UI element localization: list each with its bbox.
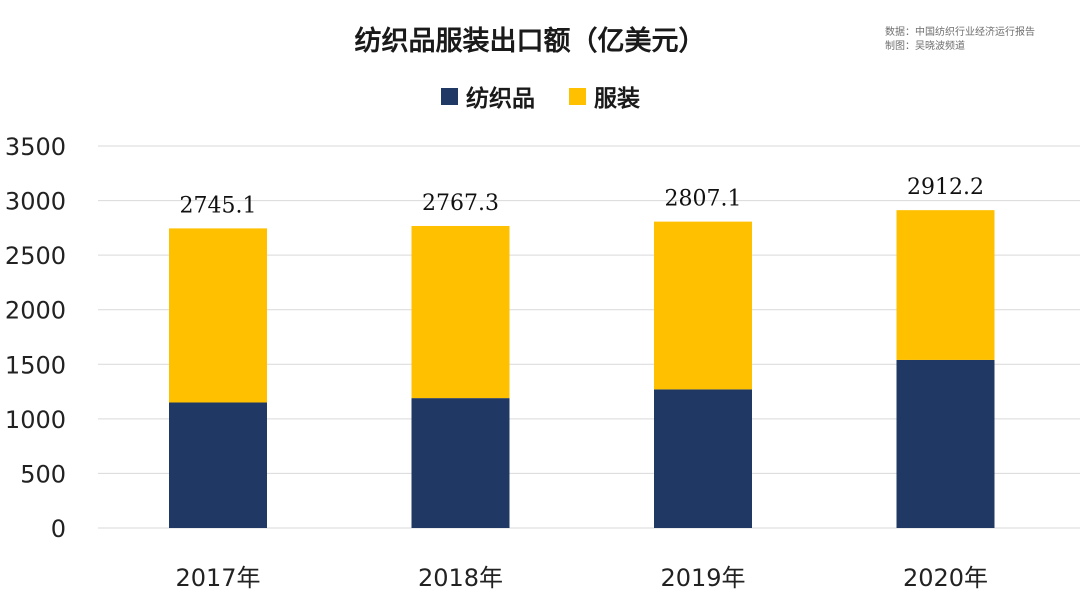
- legend-swatch-apparel: [569, 88, 586, 105]
- x-tick-label: 2019年: [660, 564, 745, 592]
- total-labels: 2745.1 2767.3 2807.1 2912.2: [180, 175, 984, 218]
- bar-textiles: [654, 389, 752, 528]
- total-label: 2745.1: [180, 193, 257, 218]
- y-tick-label: 500: [20, 460, 66, 488]
- y-tick-label: 1000: [5, 406, 66, 434]
- total-label: 2767.3: [422, 191, 499, 216]
- total-label: 2807.1: [665, 187, 742, 212]
- bars: [169, 210, 995, 528]
- total-label: 2912.2: [907, 175, 984, 200]
- legend-swatch-textiles: [441, 88, 458, 105]
- y-tick-label: 0: [51, 515, 66, 543]
- source-note: 数据：中国纺织行业经济运行报告: [885, 25, 1035, 38]
- x-tick-label: 2017年: [175, 564, 260, 592]
- y-tick-label: 1500: [5, 351, 66, 379]
- bar-textiles: [169, 402, 267, 528]
- bar-textiles: [896, 359, 995, 528]
- legend-label-apparel: 服装: [594, 86, 640, 112]
- bar-apparel: [896, 210, 995, 360]
- y-tick-label: 2500: [5, 242, 66, 270]
- y-tick-label: 2000: [5, 297, 66, 325]
- legend: 纺织品 服装: [441, 85, 640, 112]
- bar-apparel: [411, 225, 510, 399]
- bar-apparel: [169, 228, 267, 403]
- x-tick-label: 2018年: [418, 564, 503, 592]
- legend-label-textiles: 纺织品: [466, 85, 535, 112]
- x-axis-ticks: 2017年 2018年 2019年 2020年: [175, 564, 988, 592]
- y-tick-label: 3000: [5, 188, 66, 216]
- x-tick-label: 2020年: [903, 564, 988, 592]
- credit-note: 制图：吴晓波频道: [885, 39, 965, 52]
- bar-textiles: [411, 398, 510, 528]
- chart-title: 纺织品服装出口额（亿美元）: [355, 25, 706, 57]
- bar-apparel: [654, 221, 752, 390]
- y-axis-ticks: 0 500 1000 1500 2000 2500 3000 3500: [5, 133, 66, 543]
- y-tick-label: 3500: [5, 133, 66, 161]
